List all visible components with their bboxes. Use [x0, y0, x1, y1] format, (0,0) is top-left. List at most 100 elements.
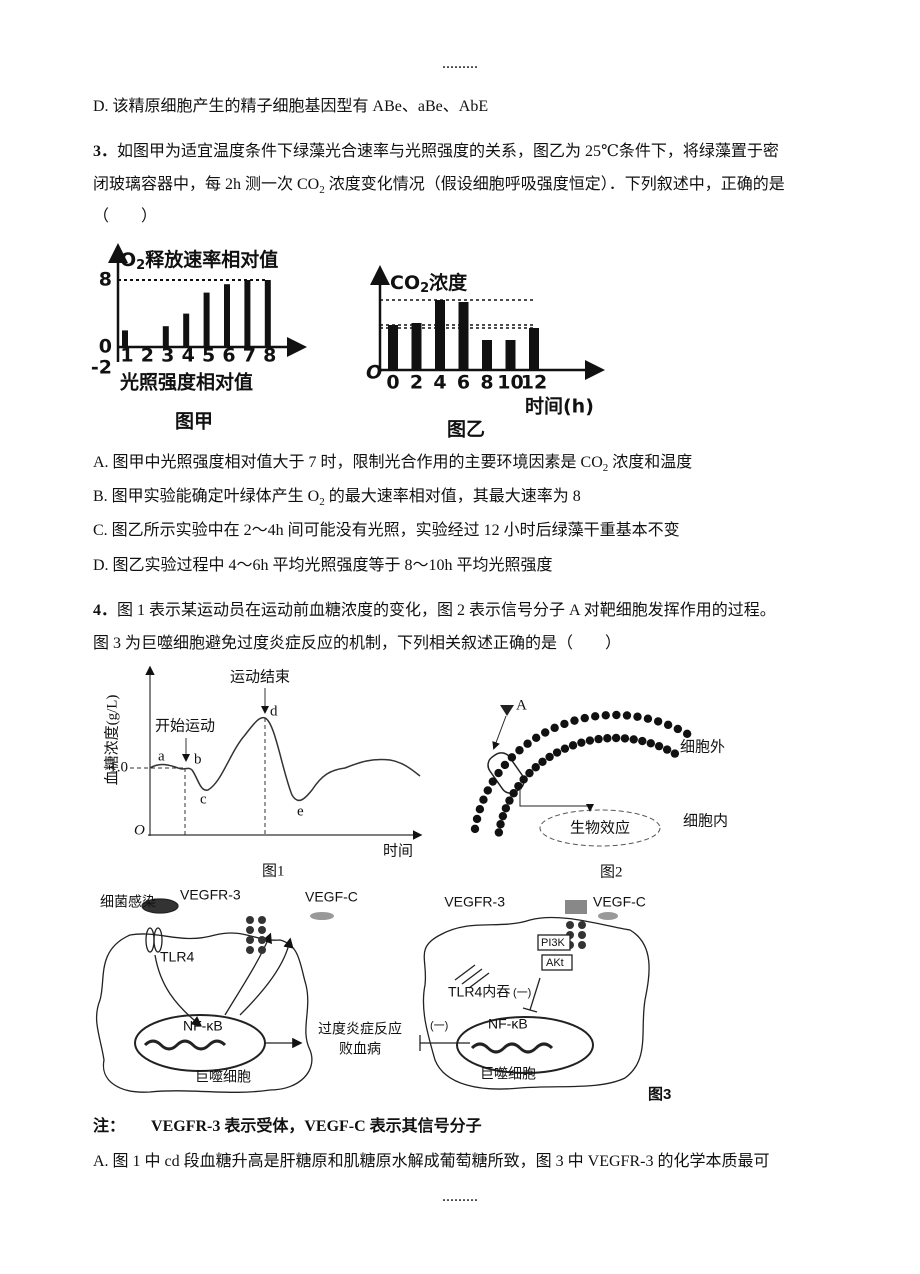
bar	[388, 325, 398, 370]
phospholipid-head	[505, 796, 514, 805]
phospholipid-head	[531, 733, 541, 742]
phospholipid-head	[603, 734, 612, 743]
figure-caption: 图1	[262, 862, 285, 879]
option: D. 图乙实验过程中 4～6h 平均光照强度等于 8～10h 平均光照强度	[93, 557, 553, 574]
bar	[162, 326, 169, 348]
phospholipid-head	[568, 741, 578, 750]
phospholipid-head	[682, 729, 692, 738]
subscript: 2	[319, 184, 325, 197]
y-tick-label: 8	[99, 269, 112, 291]
phospholipid-head	[531, 763, 540, 772]
x-tick-label: 12	[521, 372, 547, 394]
question-stem: 闭玻璃容器中，每 2h 测一次 CO2 浓度变化情况（假设细胞呼吸强度恒定）．下…	[93, 175, 785, 200]
bar	[411, 323, 422, 370]
figure-3	[96, 898, 650, 1093]
label: PI3K	[541, 937, 566, 949]
figure-title: O2释放速率相对值	[120, 248, 278, 273]
bar	[505, 340, 516, 370]
phospholipid-head	[620, 734, 630, 743]
x-tick-label: 5	[202, 345, 215, 367]
label: 巨噬细胞	[195, 1069, 251, 1085]
label: VEGFR-3	[180, 887, 241, 903]
note-label: 注：	[93, 1118, 126, 1135]
phospholipid-head	[500, 760, 510, 770]
phospholipid-head	[519, 775, 528, 784]
phospholipid-head	[545, 752, 554, 762]
phospholipid-head	[570, 716, 579, 725]
phospholipid-head	[622, 711, 632, 720]
figure-caption: 图3	[648, 1086, 671, 1103]
y-tick-label: 1.0	[109, 759, 128, 775]
phospholipid-head	[552, 748, 562, 757]
x-tick-label: 2	[410, 372, 423, 394]
x-tick-label: 10	[497, 372, 523, 394]
phospholipid-head	[523, 739, 532, 748]
bar	[482, 340, 492, 370]
bar	[458, 302, 469, 370]
x-tick-label: 8	[480, 372, 493, 394]
label: NF-κB	[488, 1016, 528, 1032]
phospholipid-head	[663, 720, 673, 730]
text: 闭玻璃容器中，每 2h 测一次 CO	[93, 176, 320, 193]
phospholipid-head	[509, 789, 518, 798]
text: 图 1 表示某运动员在运动前血糖浓度的变化，图 2 表示信号分子 A 对靶细胞发…	[117, 602, 776, 619]
region-label: 细胞内	[683, 812, 728, 829]
phospholipid-head	[662, 745, 672, 754]
label: VEGF-C	[593, 894, 646, 910]
x-tick-label: 4	[182, 345, 195, 367]
phospholipid-head	[538, 757, 547, 767]
phospholipid-head	[638, 736, 647, 746]
question-stem: 3．如图甲为适宜温度条件下绿藻光合速率与光照强度的关系，图乙为 25℃条件下，将…	[93, 142, 779, 162]
phospholipid-head	[550, 723, 559, 733]
phospholipid-head	[670, 749, 680, 758]
label: TLR4内吞	[448, 984, 510, 1000]
x-axis-label: 时间	[383, 842, 413, 859]
phospholipid-head	[577, 738, 586, 747]
figure-3-labels: 细菌感染 TLR4 VEGFR-3 VEGF-C NF-κB 巨噬细胞 过度炎症…	[100, 887, 671, 1103]
text: 如图甲为适宜温度条件下绿藻光合速率与光照强度的关系，图乙为 25℃条件下，将绿藻…	[117, 143, 779, 160]
footer-dots: .........	[442, 1188, 478, 1205]
text: 浓度和温度	[608, 454, 693, 471]
phospholipid-head	[488, 777, 498, 786]
figure-1-labels: 血糖浓度(g/L) 1.0 O 时间 开始运动 运动结束 a b c d e 图…	[103, 668, 413, 879]
annotation: 运动结束	[230, 668, 290, 685]
text: A. 图甲中光照强度相对值大于 7 时，限制光合作用的主要环境因素是 CO	[93, 454, 603, 471]
label: 细菌感染	[100, 894, 156, 910]
annotation: 开始运动	[155, 717, 215, 734]
question-number: 3．	[93, 143, 118, 160]
figure-2	[470, 705, 692, 847]
phospholipid-head	[472, 814, 482, 824]
note-text: VEGFR-3 表示受体，VEGF-C 表示其信号分子	[151, 1118, 482, 1135]
phospholipid-head	[585, 736, 595, 745]
bar	[183, 313, 190, 348]
phospholipid-head	[601, 711, 610, 720]
figure-title: CO2浓度	[390, 271, 468, 296]
bar	[435, 300, 445, 370]
option: A. 图甲中光照强度相对值大于 7 时，限制光合作用的主要环境因素是 CO2 浓…	[93, 453, 692, 478]
question-number: 4．	[93, 602, 118, 619]
point-label: a	[158, 748, 165, 764]
phospholipid-head	[514, 781, 523, 791]
label: (一)	[430, 1020, 448, 1032]
label: (一)	[513, 987, 531, 999]
molecule-label: A	[516, 697, 527, 713]
phospholipid-head	[479, 795, 488, 804]
figure-1	[130, 665, 423, 840]
phospholipid-head	[494, 828, 504, 837]
label: 巨噬细胞	[480, 1066, 536, 1082]
bar	[224, 284, 230, 348]
phospholipid-head	[507, 753, 517, 762]
point-label: c	[200, 791, 207, 807]
phospholipid-head	[654, 741, 664, 751]
text: 的最大速率相对值，其最大速率为 8	[324, 488, 581, 505]
phospholipid-head	[612, 710, 621, 720]
origin-label: O	[366, 362, 382, 384]
label: TLR4	[160, 949, 194, 965]
phospholipid-head	[611, 733, 621, 743]
phospholipid-head	[629, 735, 638, 744]
figure-a: O2释放速率相对值 光照强度相对值 图甲	[108, 243, 307, 433]
x-axis-label: 时间(h)	[525, 396, 594, 418]
x-tick-label: 7	[243, 345, 256, 367]
